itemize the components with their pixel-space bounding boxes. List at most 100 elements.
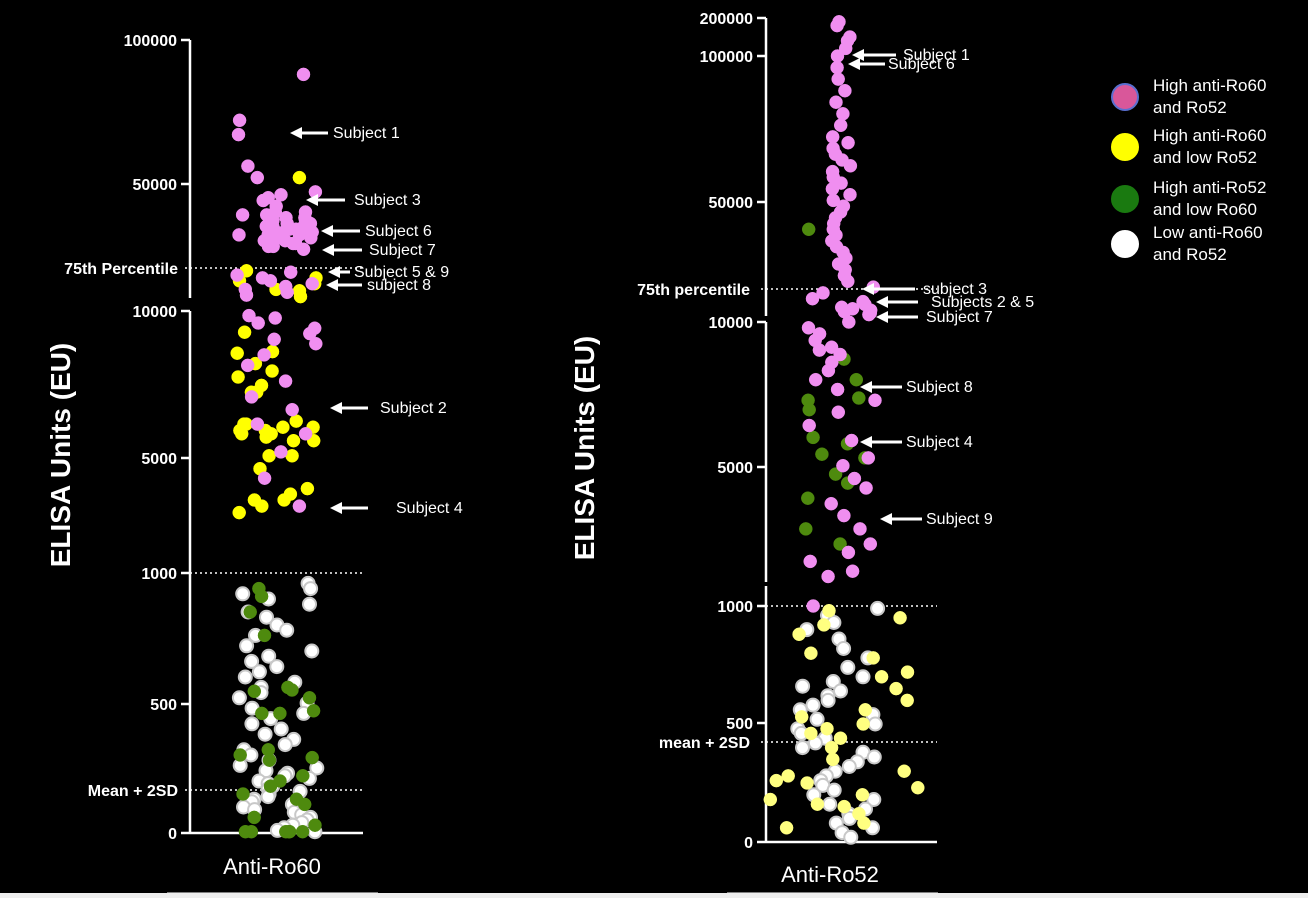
legend-label-line2: and Ro52 — [1153, 98, 1227, 117]
data-point-high-anti-ro60-and-low-ro52 — [779, 821, 794, 835]
data-point-high-anti-ro60-and-ro52 — [830, 18, 844, 33]
data-point-high-anti-ro60-and-ro52 — [274, 188, 288, 202]
annotation-subject-7: Subject 7 — [926, 309, 993, 326]
data-point-high-anti-ro60-and-ro52 — [261, 239, 276, 254]
annotation-subject-8: Subject 8 — [906, 379, 973, 396]
data-point-low-anti-ro60-and-ro52 — [795, 740, 810, 756]
data-point-high-anti-ro60-and-low-ro52 — [858, 703, 873, 717]
data-point-high-anti-ro60-and-ro52 — [836, 458, 850, 473]
data-point-high-anti-ro60-and-ro52 — [239, 288, 254, 302]
data-point-low-anti-ro60-and-ro52 — [870, 600, 886, 616]
panel-anti-ro60: 0 500 1000 5000 10000 50000 100000 ELISA Units … — [45, 33, 463, 894]
data-point-high-anti-ro52-and-low-ro60 — [302, 691, 317, 705]
data-point-high-anti-ro60-and-ro52 — [836, 107, 850, 121]
data-point-high-anti-ro60-and-ro52 — [303, 326, 317, 341]
data-point-high-anti-ro60-and-ro52 — [825, 182, 840, 196]
legend-label-line1: High anti-Ro52 — [1153, 178, 1266, 197]
data-point-high-anti-ro60-and-ro52 — [824, 496, 838, 511]
annotation-arrow-head — [326, 279, 338, 291]
data-point-low-anti-ro60-and-ro52 — [244, 653, 260, 669]
data-point-high-anti-ro60-and-low-ro52 — [855, 788, 870, 802]
data-point-high-anti-ro52-and-low-ro60 — [244, 824, 259, 839]
reference-line-label-75th-percentile: 75th percentile — [637, 282, 750, 299]
x-axis-label: Anti-Ro52 — [781, 862, 879, 887]
data-point-high-anti-ro60-and-ro52 — [292, 499, 307, 513]
data-point-high-anti-ro60-and-ro52 — [830, 49, 845, 63]
y-tick-label: 0 — [168, 826, 177, 843]
data-point-high-anti-ro60-and-low-ro52 — [837, 799, 851, 814]
data-point-high-anti-ro60-and-ro52 — [843, 187, 857, 202]
data-point-high-anti-ro52-and-low-ro60 — [273, 706, 287, 721]
legend-swatch-4 — [1111, 230, 1139, 258]
panel-anti-ro52: 0 500 1000 5000 10000 50000 100000 200000 ELISA … — [569, 11, 1034, 894]
data-point-high-anti-ro60-and-ro52 — [859, 481, 873, 495]
reference-line-label-mean-2sd: Mean + 2SD — [88, 783, 178, 800]
data-point-high-anti-ro60-and-ro52 — [830, 60, 844, 75]
data-point-high-anti-ro60-and-low-ro52 — [276, 420, 290, 434]
data-point-high-anti-ro52-and-low-ro60 — [806, 430, 820, 445]
data-point-high-anti-ro60-and-ro52 — [232, 113, 247, 128]
data-point-high-anti-ro60-and-low-ro52 — [900, 665, 915, 679]
data-point-low-anti-ro60-and-ro52 — [261, 648, 277, 664]
data-point-high-anti-ro60-and-ro52 — [305, 276, 319, 291]
annotation-arrow-head — [321, 225, 333, 237]
annotation-arrow-head — [306, 194, 318, 206]
data-point-high-anti-ro60-and-low-ro52 — [897, 764, 911, 778]
annotation-subject-6: Subject 6 — [365, 223, 432, 240]
annotation-arrow-head — [848, 58, 860, 70]
data-point-high-anti-ro52-and-low-ro60 — [236, 787, 250, 801]
data-point-high-anti-ro60-and-low-ro52 — [277, 493, 291, 507]
data-point-high-anti-ro60-and-low-ro52 — [763, 792, 778, 807]
data-point-low-anti-ro60-and-ro52 — [257, 726, 273, 742]
data-point-low-anti-ro60-and-ro52 — [279, 622, 295, 638]
data-point-high-anti-ro60-and-low-ro52 — [230, 346, 244, 360]
x-axis-label: Anti-Ro60 — [223, 854, 321, 879]
data-point-high-anti-ro60-and-low-ro52 — [911, 780, 925, 795]
data-point-high-anti-ro60-and-ro52 — [250, 417, 265, 431]
legend: High anti-Ro60 and Ro52 High anti-Ro60 and … — [1111, 76, 1266, 264]
data-point-high-anti-ro52-and-low-ro60 — [247, 810, 261, 825]
data-point-low-anti-ro60-and-ro52 — [805, 697, 821, 713]
data-point-high-anti-ro60-and-ro52 — [250, 170, 265, 185]
data-point-high-anti-ro60-and-ro52 — [285, 402, 299, 417]
data-point-high-anti-ro60-and-low-ro52 — [781, 769, 795, 783]
data-point-high-anti-ro60-and-ro52 — [821, 363, 836, 378]
data-point-high-anti-ro60-and-ro52 — [843, 159, 858, 173]
annotation-subject-2: Subject 2 — [380, 400, 447, 417]
data-point-high-anti-ro60-and-low-ro52 — [265, 364, 279, 378]
data-point-high-anti-ro52-and-low-ro60 — [833, 537, 847, 551]
data-point-low-anti-ro60-and-ro52 — [836, 641, 852, 656]
annotation-arrow-head — [876, 311, 888, 323]
data-point-high-anti-ro52-and-low-ro60 — [802, 402, 816, 417]
y-tick-label: 10000 — [133, 304, 178, 321]
data-point-high-anti-ro60-and-ro52 — [256, 193, 270, 208]
annotation-arrow-head — [322, 244, 334, 256]
data-point-high-anti-ro60-and-ro52 — [825, 130, 840, 144]
annotation-arrow-head — [328, 266, 340, 278]
annotation-subject-3: subject 3 — [923, 281, 987, 298]
data-point-high-anti-ro52-and-low-ro60 — [296, 769, 310, 783]
data-point-high-anti-ro60-and-ro52 — [816, 286, 830, 300]
data-point-high-anti-ro60-and-ro52 — [803, 554, 817, 569]
data-point-high-anti-ro60-and-low-ro52 — [300, 481, 315, 496]
data-point-high-anti-ro60-and-ro52 — [244, 390, 259, 404]
y-tick-label: 0 — [744, 835, 753, 852]
data-point-high-anti-ro52-and-low-ro60 — [243, 605, 257, 619]
data-point-low-anti-ro60-and-ro52 — [843, 829, 859, 845]
bottom-divider — [0, 893, 1308, 898]
data-point-high-anti-ro60-and-low-ro52 — [822, 603, 836, 618]
data-point-high-anti-ro52-and-low-ro60 — [279, 824, 293, 839]
data-point-high-anti-ro60-and-low-ro52 — [234, 427, 249, 441]
annotation-subject-4: Subject 4 — [396, 500, 463, 517]
data-point-high-anti-ro60-and-ro52 — [296, 242, 311, 257]
y-tick-label: 100000 — [700, 49, 753, 66]
data-point-high-anti-ro60-and-low-ro52 — [856, 717, 870, 731]
data-point-high-anti-ro60-and-low-ro52 — [857, 816, 871, 830]
data-point-high-anti-ro60-and-ro52 — [257, 471, 272, 485]
data-point-low-anti-ro60-and-ro52 — [833, 683, 848, 699]
data-point-low-anti-ro60-and-ro52 — [866, 792, 882, 807]
data-point-high-anti-ro60-and-ro52 — [806, 599, 820, 613]
data-point-high-anti-ro60-and-low-ro52 — [874, 670, 889, 684]
data-point-high-anti-ro60-and-ro52 — [257, 348, 271, 362]
